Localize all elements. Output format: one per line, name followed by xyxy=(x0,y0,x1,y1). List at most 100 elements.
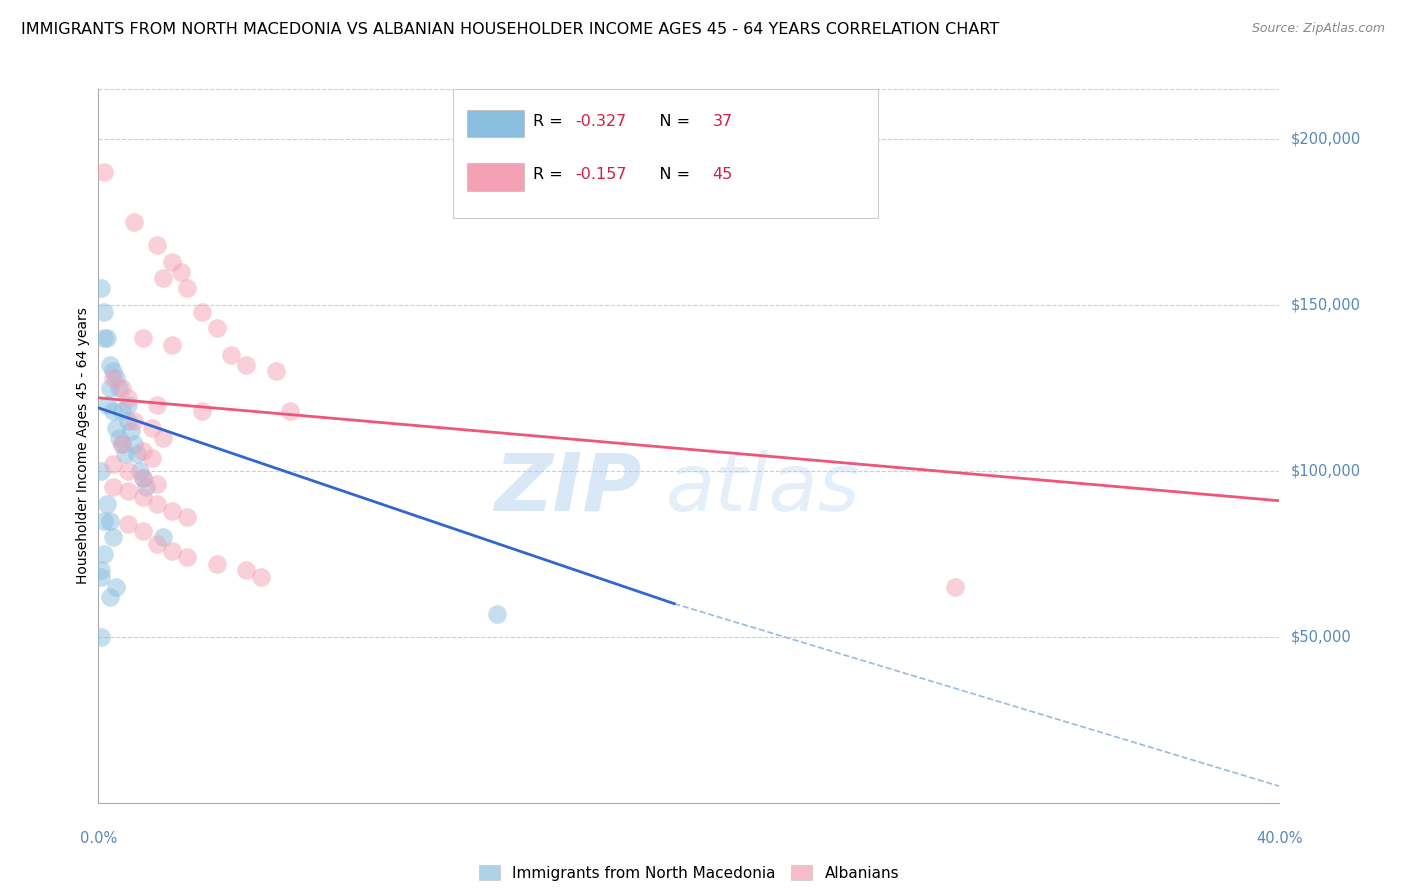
Point xyxy=(170,265,193,279)
Text: 37: 37 xyxy=(713,114,733,128)
Text: -0.327: -0.327 xyxy=(575,114,627,128)
Point xyxy=(176,281,198,295)
Point xyxy=(117,516,139,531)
Point xyxy=(96,497,118,511)
Point xyxy=(117,464,139,478)
Point xyxy=(117,483,139,498)
Point xyxy=(93,331,115,345)
Point xyxy=(111,437,134,451)
Point xyxy=(146,497,169,511)
Text: $50,000: $50,000 xyxy=(1291,630,1351,644)
Point xyxy=(98,514,121,528)
Point xyxy=(132,491,155,505)
Point xyxy=(111,404,134,418)
Point xyxy=(125,447,148,461)
Point xyxy=(141,450,163,465)
Point xyxy=(250,570,273,584)
Point xyxy=(105,580,128,594)
Point xyxy=(93,165,115,179)
Point xyxy=(219,348,242,362)
Point xyxy=(146,537,169,551)
Point xyxy=(486,607,509,621)
Text: 45: 45 xyxy=(713,168,733,182)
Bar xyxy=(467,163,523,191)
Point xyxy=(103,404,125,418)
Point xyxy=(103,364,125,378)
Point xyxy=(103,481,125,495)
Text: -0.157: -0.157 xyxy=(575,168,627,182)
Text: ZIP: ZIP xyxy=(495,450,641,528)
Point xyxy=(122,414,145,428)
Point xyxy=(162,254,183,268)
Point xyxy=(132,470,155,484)
Point xyxy=(108,381,131,395)
Text: IMMIGRANTS FROM NORTH MACEDONIA VS ALBANIAN HOUSEHOLDER INCOME AGES 45 - 64 YEAR: IMMIGRANTS FROM NORTH MACEDONIA VS ALBAN… xyxy=(21,22,1000,37)
Legend: Immigrants from North Macedonia, Albanians: Immigrants from North Macedonia, Albania… xyxy=(471,857,907,888)
Point xyxy=(98,381,121,395)
Point xyxy=(96,331,118,345)
Point xyxy=(264,364,287,378)
Point xyxy=(132,524,155,538)
Point xyxy=(146,477,169,491)
Point xyxy=(90,564,112,578)
Point xyxy=(146,397,169,411)
Point xyxy=(108,431,131,445)
Point xyxy=(128,464,150,478)
Point xyxy=(120,424,142,438)
Point xyxy=(90,570,112,584)
Point xyxy=(117,414,139,428)
Point xyxy=(98,590,121,604)
Point xyxy=(105,421,128,435)
Point xyxy=(191,304,214,318)
Point xyxy=(205,557,228,571)
Point xyxy=(114,447,136,461)
Point xyxy=(103,371,125,385)
Point xyxy=(93,514,115,528)
Point xyxy=(111,381,134,395)
Text: atlas: atlas xyxy=(665,450,860,528)
Point xyxy=(162,338,183,352)
Point xyxy=(152,431,174,445)
Point xyxy=(135,481,157,495)
Point xyxy=(162,504,183,518)
Point xyxy=(117,391,139,405)
Text: 0.0%: 0.0% xyxy=(80,831,117,847)
Point xyxy=(943,580,966,594)
Point xyxy=(93,304,115,318)
Point xyxy=(122,437,145,451)
Text: $100,000: $100,000 xyxy=(1291,463,1361,478)
Point xyxy=(96,397,118,411)
Text: R =: R = xyxy=(533,114,568,128)
Bar xyxy=(467,110,523,137)
Point xyxy=(176,510,198,524)
Text: $200,000: $200,000 xyxy=(1291,131,1361,146)
Point xyxy=(235,564,257,578)
Point xyxy=(122,215,145,229)
Text: Source: ZipAtlas.com: Source: ZipAtlas.com xyxy=(1251,22,1385,36)
Point xyxy=(235,358,257,372)
Point xyxy=(132,444,155,458)
Point xyxy=(132,470,155,484)
Point xyxy=(132,331,155,345)
Bar xyxy=(453,89,877,218)
Point xyxy=(90,281,112,295)
Y-axis label: Householder Income Ages 45 - 64 years: Householder Income Ages 45 - 64 years xyxy=(76,308,90,584)
Point xyxy=(278,404,302,418)
Point xyxy=(105,371,128,385)
Point xyxy=(111,437,134,451)
Point xyxy=(93,547,115,561)
Text: $150,000: $150,000 xyxy=(1291,297,1361,312)
Point xyxy=(162,543,183,558)
Point xyxy=(152,271,174,285)
Point xyxy=(191,404,214,418)
Point xyxy=(90,630,112,644)
Text: N =: N = xyxy=(644,168,696,182)
Point xyxy=(103,457,125,471)
Point xyxy=(141,421,163,435)
Point xyxy=(205,321,228,335)
Point xyxy=(152,530,174,544)
Text: 40.0%: 40.0% xyxy=(1256,831,1303,847)
Point xyxy=(103,530,125,544)
Point xyxy=(117,397,139,411)
Point xyxy=(98,358,121,372)
